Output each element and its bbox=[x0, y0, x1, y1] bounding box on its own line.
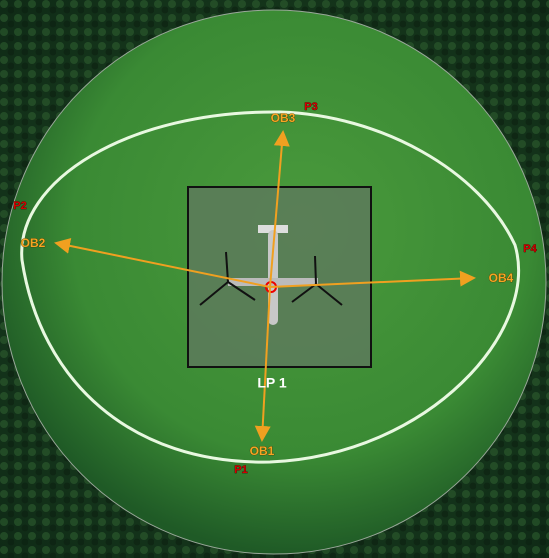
obstacle-label: OB4 bbox=[489, 271, 514, 285]
point-label: P3 bbox=[304, 101, 317, 113]
obstacle-label: OB3 bbox=[271, 111, 296, 125]
landing-pad-label: LP 1 bbox=[257, 375, 287, 391]
point-label: P2 bbox=[13, 200, 26, 212]
page: LP 1 OB1 OB2 OB3 OB4 P1 P2 P3 P4 (() => … bbox=[0, 0, 549, 558]
point-label: P4 bbox=[523, 243, 537, 255]
obstacle-label: OB2 bbox=[21, 236, 46, 250]
point-label: P1 bbox=[234, 464, 247, 476]
obstacle-label: OB1 bbox=[250, 444, 275, 458]
landing-pad-square bbox=[188, 187, 371, 367]
aerial-view: LP 1 OB1 OB2 OB3 OB4 P1 P2 P3 P4 bbox=[0, 0, 549, 558]
